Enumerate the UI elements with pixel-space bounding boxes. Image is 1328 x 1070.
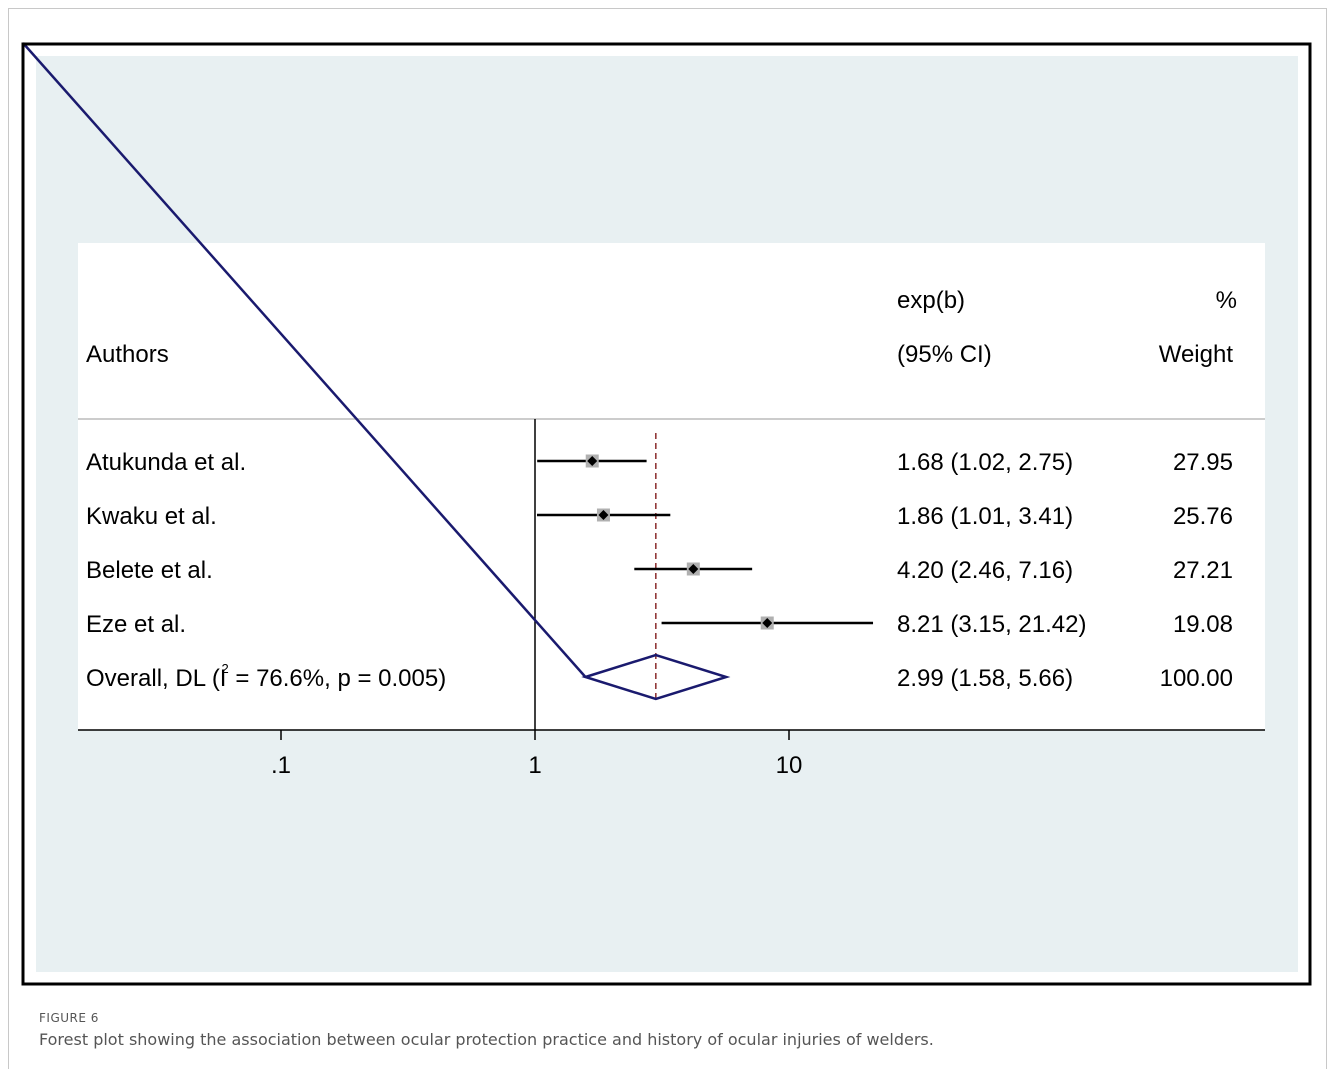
- overall-diamond: [581, 653, 731, 701]
- overall-label: Overall, DL (I2 = 76.6%, p = 0.005): [86, 661, 446, 692]
- header-effect-line1: exp(b): [897, 287, 965, 314]
- study-row: Belete et al. 4.20 (2.46, 7.16) 27.21: [86, 557, 1233, 584]
- point-estimate: [762, 618, 773, 628]
- study-label: Atukunda et al.: [86, 449, 246, 476]
- study-weight: 19.08: [1173, 611, 1233, 638]
- overall-ci-text: 2.99 (1.58, 5.66): [897, 665, 1073, 692]
- study-ci-text: 1.86 (1.01, 3.41): [897, 503, 1073, 530]
- x-axis-ticks: .1 1 10: [271, 730, 802, 779]
- study-ci-text: 8.21 (3.15, 21.42): [897, 611, 1086, 638]
- x-tick-label: 1: [528, 752, 541, 779]
- overall-row: Overall, DL (I2 = 76.6%, p = 0.005) 2.99 …: [86, 653, 1233, 701]
- header-effect-line2: (95% CI): [897, 341, 992, 368]
- overall-weight: 100.00: [1160, 665, 1233, 692]
- forest-plot: Authors exp(b) (95% CI) % Weight .1 1 10 A…: [21, 42, 1312, 986]
- x-tick-label: 10: [776, 752, 803, 779]
- figure-caption: Forest plot showing the association betw…: [39, 1030, 934, 1049]
- chart-border: [21, 42, 1312, 986]
- study-row: Atukunda et al. 1.68 (1.02, 2.75) 27.95: [86, 449, 1233, 476]
- study-ci-text: 1.68 (1.02, 2.75): [897, 449, 1073, 476]
- study-row: Kwaku et al. 1.86 (1.01, 3.41) 25.76: [86, 503, 1233, 530]
- study-ci-text: 4.20 (2.46, 7.16): [897, 557, 1073, 584]
- point-estimate: [598, 510, 609, 520]
- point-estimate: [688, 564, 699, 574]
- study-rows: Atukunda et al. 1.68 (1.02, 2.75) 27.95 Kwa…: [86, 449, 1233, 701]
- header-weight-line1: %: [1216, 287, 1237, 314]
- study-weight: 25.76: [1173, 503, 1233, 530]
- figure-label: FIGURE 6: [39, 1011, 99, 1025]
- x-tick-label: .1: [271, 752, 291, 779]
- study-weight: 27.21: [1173, 557, 1233, 584]
- plot-panel: [78, 243, 1265, 730]
- study-label: Eze et al.: [86, 611, 186, 638]
- point-estimate: [587, 456, 598, 466]
- header-authors: Authors: [86, 341, 169, 368]
- diagonal-line: [22, 42, 587, 678]
- study-row: Eze et al. 8.21 (3.15, 21.42) 19.08: [86, 611, 1233, 638]
- figure-frame: [8, 8, 1327, 1069]
- header-weight-line2: Weight: [1159, 341, 1234, 368]
- study-weight: 27.95: [1173, 449, 1233, 476]
- study-label: Kwaku et al.: [86, 503, 217, 530]
- study-label: Belete et al.: [86, 557, 213, 584]
